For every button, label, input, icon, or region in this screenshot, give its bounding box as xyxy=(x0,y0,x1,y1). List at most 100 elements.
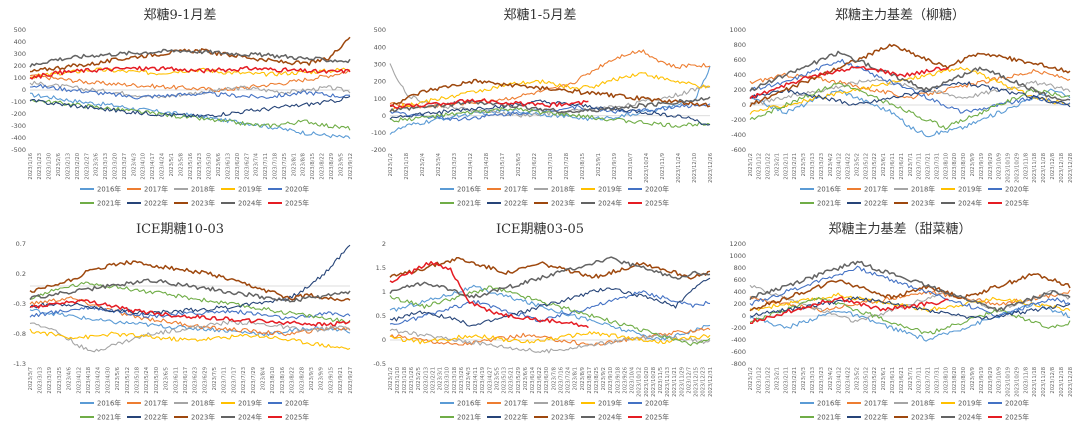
x-tick-label: 2023/6/11 xyxy=(173,367,179,394)
legend-label: 2023年 xyxy=(911,412,935,421)
chart-panel-basis-beet: 郑糖主力基差（甜菜糖） 1200 1000 800 600 400 200 0 -200 -400… xyxy=(720,214,1080,427)
legend-label: 2024年 xyxy=(238,412,262,421)
x-tick-label: 2023/3/7 xyxy=(28,367,34,390)
x-tick-label: 2023/2/5 xyxy=(416,367,422,390)
x-tick-label: 2023/3/3 xyxy=(801,367,807,390)
y-tick-label: -300 xyxy=(11,122,26,130)
x-tick-label: 2023/1/2 xyxy=(748,367,754,390)
x-tick-label: 2023/7/29 xyxy=(251,367,257,394)
x-tick-label: 2023/4/27 xyxy=(487,367,493,394)
x-tick-label: 2023/4/18 xyxy=(86,367,92,394)
x-tick-label: 2023/11/5 xyxy=(658,367,664,394)
x-tick-label: 2023/9/27 xyxy=(348,367,354,394)
y-tick-label: 0 xyxy=(382,112,386,120)
series-line xyxy=(389,328,711,354)
y-tick-label: 1 xyxy=(382,288,386,296)
x-tick-label: 2023/2/21 xyxy=(792,367,798,394)
x-tick-label: 2023/4/12 xyxy=(468,153,474,180)
x-tick-label: 2023/4/12 xyxy=(76,367,82,394)
legend-label: 2021年 xyxy=(457,198,481,207)
y-tick-label: 1000 xyxy=(729,26,746,34)
x-tick-label: 2023/1/12 xyxy=(757,367,763,394)
x-tick-label: 2023/4/22 xyxy=(846,153,852,180)
x-tick-label: 2023/6/11 xyxy=(890,367,896,394)
x-tick-label: 2023/6/27 xyxy=(244,153,250,180)
series-line xyxy=(749,302,1071,342)
x-tick-label: 2023/7/11 xyxy=(917,367,923,394)
y-tick-label: 0.2 xyxy=(16,270,26,278)
series-line xyxy=(390,78,711,108)
chart-title: 郑糖主力基差（柳糖） xyxy=(835,7,965,23)
x-tick-label: 2023/10/29 xyxy=(1014,153,1020,183)
x-tick-label: 2023/9/9 xyxy=(970,153,976,176)
x-tick-label: 2023/1/26 xyxy=(409,367,415,394)
x-tick-label: 2023/11/9 xyxy=(660,153,666,180)
x-tick-label: 2023/4/2 xyxy=(828,153,834,176)
legend-label: 2022年 xyxy=(504,198,528,207)
x-tick-label: 2023/7/24 xyxy=(566,366,572,393)
x-tick-label: 2023/3/18 xyxy=(452,367,458,394)
legend-label: 2020年 xyxy=(645,398,669,407)
x-tick-label: 2023/6/14 xyxy=(530,366,536,393)
legend-label: 2018年 xyxy=(551,398,575,407)
x-tick-label: 2023/11/28 xyxy=(1041,153,1047,183)
x-tick-label: 2023/10/7 xyxy=(628,153,634,180)
chart-panel-basis-liutang: 郑糖主力基差（柳糖） 1000 800 600 400 200 0 -200 -400 -600 2… xyxy=(720,0,1080,213)
legend-label: 2025年 xyxy=(285,198,309,207)
x-tick-label: 2023/8/30 xyxy=(961,367,967,394)
chart-panel-ice-03-05: ICE期糖03-05 2 1.5 1 0.5 0 -0.5 2023/1/2 2023/1/10… xyxy=(360,214,720,427)
x-tick-label: 2023/8/29 xyxy=(329,153,335,180)
x-tick-label: 2023/6/6 xyxy=(216,153,222,176)
x-tick-label: 2023/9/26 xyxy=(622,367,628,394)
series-line xyxy=(389,96,711,114)
series-line xyxy=(749,78,1071,106)
legend-label: 2024年 xyxy=(958,198,982,207)
y-tick-label: -0.5 xyxy=(373,360,386,368)
x-tick-label: 2023/4/24 xyxy=(160,152,166,179)
y-tick-label: 200 xyxy=(374,78,386,86)
legend-label: 2018年 xyxy=(191,184,215,193)
x-tick-label: 2023/4/11 xyxy=(473,367,479,394)
series-line xyxy=(389,72,711,112)
x-tick-label: 2023/9/10 xyxy=(608,367,614,394)
series-line xyxy=(389,98,589,110)
x-tick-label: 2023/10/9 xyxy=(997,153,1003,180)
x-tick-label: 2023/11/8 xyxy=(1023,367,1029,394)
x-tick-label: 2023/1/22 xyxy=(766,153,772,180)
x-tick-label: 2023/3/23 xyxy=(819,367,825,394)
chart-panel-zhengtang-9-1: 郑糖9-1月差 500 400 300 200 100 0 -100 -200 -300 -400 -… xyxy=(0,0,360,213)
x-tick-label: 2023/5/23 xyxy=(197,153,203,180)
x-tick-label: 2023/6/1 xyxy=(881,153,887,176)
x-tick-label: 2023/10/9 xyxy=(997,367,1003,394)
x-tick-label: 2023/12/28 xyxy=(1068,153,1074,183)
series-line xyxy=(389,65,711,135)
x-tick-label: 2023/6/21 xyxy=(899,153,905,180)
series-line xyxy=(29,319,351,353)
y-tick-label: -800 xyxy=(731,360,746,368)
x-tick-label: 2023/1/30 xyxy=(47,153,53,180)
x-tick-label: 2023/5/30 xyxy=(154,367,160,394)
y-tick-label: -400 xyxy=(731,131,746,139)
y-tick-label: -400 xyxy=(731,336,746,344)
series-line xyxy=(749,260,1071,312)
x-tick-label: 2023/9/5 xyxy=(338,153,344,176)
y-tick-label: -100 xyxy=(11,98,26,106)
y-tick-label: -100 xyxy=(371,129,386,137)
x-tick-label: 2023/10/20 xyxy=(644,367,650,397)
legend-label: 2022年 xyxy=(144,198,168,207)
x-tick-label: 2023/12/8 xyxy=(1050,367,1056,394)
legend-label: 2023年 xyxy=(551,198,575,207)
y-tick-label: 2 xyxy=(382,240,386,248)
x-tick-label: 2023/3/20 xyxy=(113,153,119,180)
series-line xyxy=(389,49,711,109)
x-tick-label: 2023/1/2 xyxy=(388,367,394,390)
x-tick-label: 2023/7/16 xyxy=(558,367,564,394)
y-tick-label: -400 xyxy=(11,134,26,142)
x-tick-label: 2023/5/29 xyxy=(516,367,522,394)
chart-title: ICE期糖10-03 xyxy=(136,221,224,237)
x-tick-label: 2023/2/11 xyxy=(783,367,789,394)
series-line xyxy=(749,82,1071,130)
x-tick-label: 2023/6/1 xyxy=(881,367,887,390)
x-tick-label: 2023/7/17 xyxy=(231,367,237,394)
